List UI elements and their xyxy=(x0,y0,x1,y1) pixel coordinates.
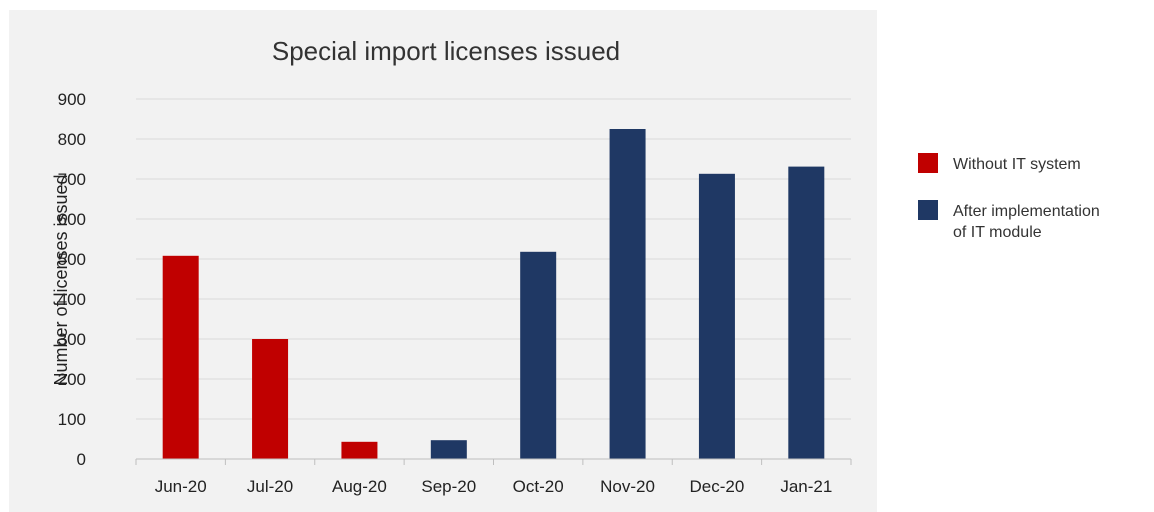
y-tick-label: 300 xyxy=(58,330,86,349)
y-tick-label: 0 xyxy=(77,450,86,469)
y-tick-label: 600 xyxy=(58,210,86,229)
legend: Without IT system After implementation of … xyxy=(918,153,1100,241)
bar xyxy=(341,441,378,459)
legend-label: After implementation xyxy=(953,203,1100,220)
y-tick-label: 700 xyxy=(58,170,86,189)
y-tick-label: 400 xyxy=(58,290,86,309)
y-tick-label: 500 xyxy=(58,250,86,269)
bar xyxy=(430,440,467,459)
y-axis-title: Number of licenses issued xyxy=(51,174,71,385)
x-tick-label: Sep-20 xyxy=(421,477,476,496)
legend-label: Without IT system xyxy=(953,156,1081,173)
bar xyxy=(252,339,289,459)
x-tick-label: Jan-21 xyxy=(780,477,832,496)
y-tick-label: 800 xyxy=(58,130,86,149)
bars xyxy=(162,129,825,460)
chart-area-background xyxy=(9,10,877,512)
y-tick-label: 200 xyxy=(58,370,86,389)
y-tick-label: 900 xyxy=(58,90,86,109)
x-tick-label: Jul-20 xyxy=(247,477,293,496)
legend-swatch xyxy=(918,200,938,220)
x-tick-label: Aug-20 xyxy=(332,477,387,496)
bar xyxy=(788,166,825,459)
bar xyxy=(520,251,557,459)
bar xyxy=(609,129,646,459)
legend-swatch xyxy=(918,153,938,173)
chart-title: Special import licenses issued xyxy=(272,36,620,66)
x-tick-label: Nov-20 xyxy=(600,477,655,496)
bar xyxy=(698,173,735,460)
x-tick-label: Jun-20 xyxy=(155,477,207,496)
y-tick-label: 100 xyxy=(58,410,86,429)
axes: 0 100 200 300 400 500 600 700 800 900 Jun-20 Jul-20… xyxy=(58,90,852,496)
bar xyxy=(162,255,199,459)
x-tick-label: Oct-20 xyxy=(513,477,564,496)
legend-label: of IT module xyxy=(953,224,1042,241)
x-tick-label: Dec-20 xyxy=(690,477,745,496)
